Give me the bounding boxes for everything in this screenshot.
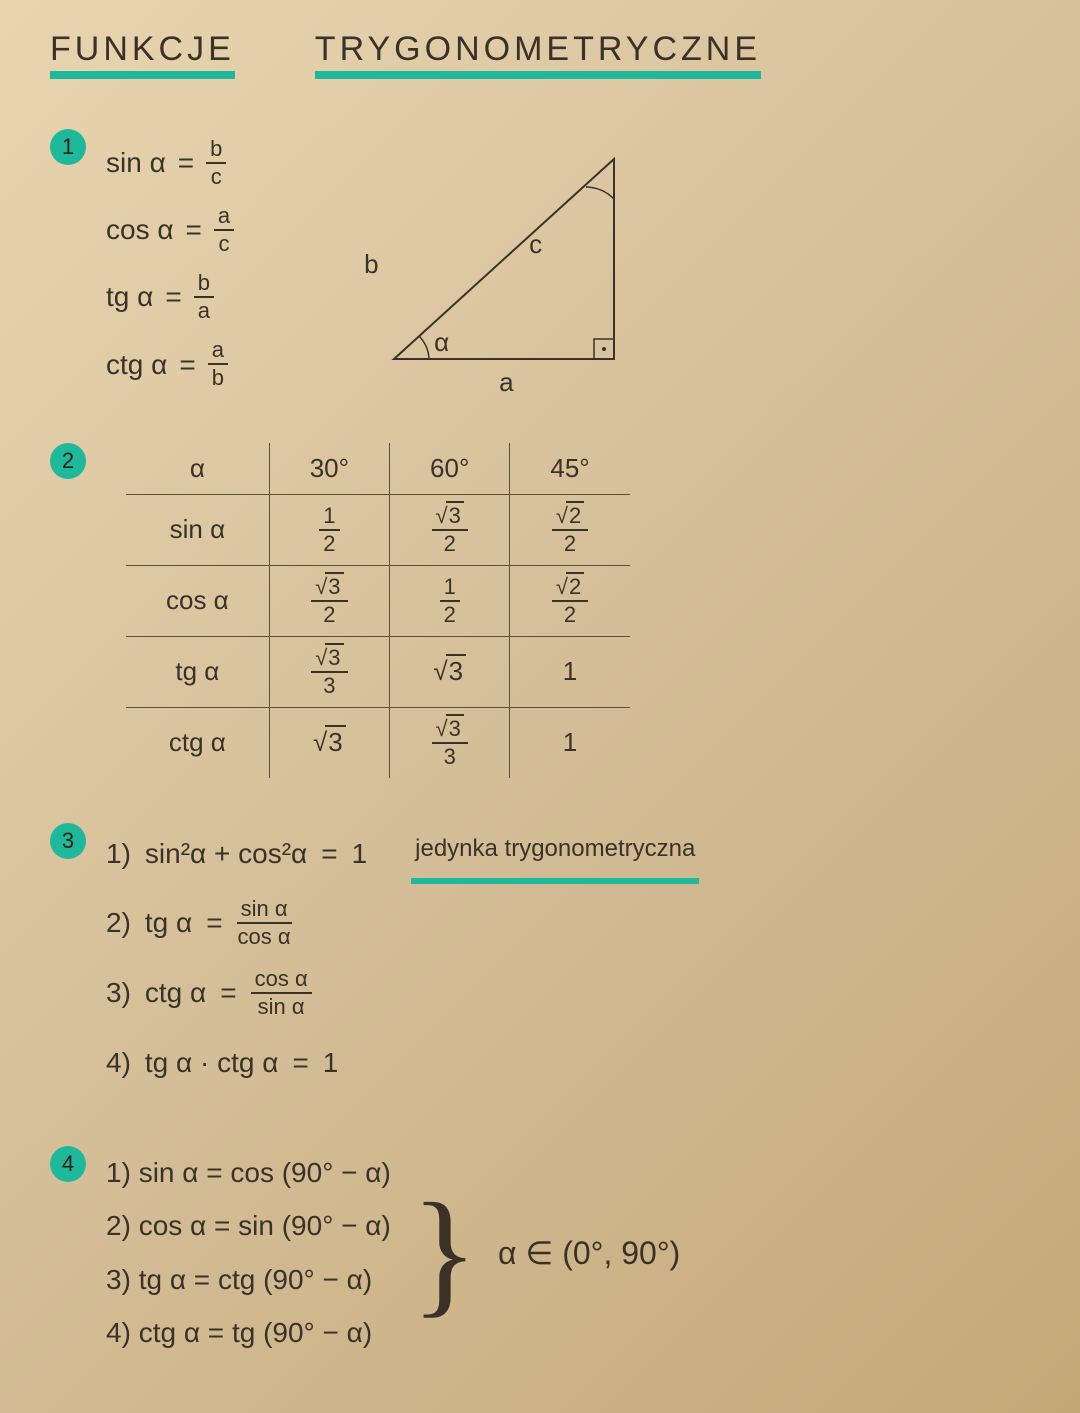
cofunction-list: 1) sin α = cos (90° − α)2) cos α = sin (… (106, 1146, 391, 1359)
def-tg: tg α = ba (106, 263, 234, 330)
brace-icon: } (411, 1197, 478, 1309)
label-c: c (529, 229, 542, 260)
table-row: cos α321222 (126, 565, 630, 636)
cofunction-line: 4) ctg α = tg (90° − α) (106, 1306, 391, 1359)
def-sin: sin α = bc (106, 129, 234, 196)
title-word-2: Trygonometryczne (315, 30, 761, 79)
identity-line: 3)ctg α=cos αsin α (106, 962, 1030, 1024)
cofunction-line: 3) tg α = ctg (90° − α) (106, 1253, 391, 1306)
section-table: 2 α 30° 60° 45° sin α123222cos α321222tg… (50, 443, 1030, 778)
triangle-svg (334, 129, 654, 389)
identity-line: 1)sin²α + cos²α=1jedynka trygonometryczn… (106, 823, 1030, 885)
label-alpha: α (434, 327, 449, 358)
bullet-3: 3 (50, 823, 86, 859)
table-header-row: α 30° 60° 45° (126, 443, 630, 495)
label-a: a (499, 367, 513, 398)
domain-text: α ∈ (0°, 90°) (498, 1234, 680, 1272)
cofunction-line: 1) sin α = cos (90° − α) (106, 1146, 391, 1199)
identity-line: 4)tg α · ctg α=1 (106, 1032, 1030, 1094)
cofunction-line: 2) cos α = sin (90° − α) (106, 1199, 391, 1252)
section-identities: 3 1)sin²α + cos²α=1jedynka trygonometryc… (50, 823, 1030, 1101)
title-word-1: Funkcje (50, 30, 235, 79)
bullet-4: 4 (50, 1146, 86, 1182)
section-cofunctions: 4 1) sin α = cos (90° − α)2) cos α = sin… (50, 1146, 1030, 1359)
identity-line: 2)tg α=sin αcos α (106, 892, 1030, 954)
def-cos: cos α = ac (106, 196, 234, 263)
right-triangle-diagram: b a c α (334, 129, 654, 389)
identity-list: 1)sin²α + cos²α=1jedynka trygonometryczn… (106, 823, 1030, 1101)
page-title: Funkcje Trygonometryczne (50, 30, 1030, 79)
definition-list: sin α = bc cos α = ac tg α = ba ctg α = … (106, 129, 234, 398)
def-ctg: ctg α = ab (106, 331, 234, 398)
trig-values-table: α 30° 60° 45° sin α123222cos α321222tg α… (126, 443, 630, 778)
bullet-2: 2 (50, 443, 86, 479)
label-b: b (364, 249, 378, 280)
table-row: sin α123222 (126, 494, 630, 565)
table-row: tg α3331 (126, 636, 630, 707)
section-definitions: 1 sin α = bc cos α = ac tg α = ba ctg α … (50, 129, 1030, 398)
bullet-1: 1 (50, 129, 86, 165)
table-row: ctg α3331 (126, 707, 630, 778)
